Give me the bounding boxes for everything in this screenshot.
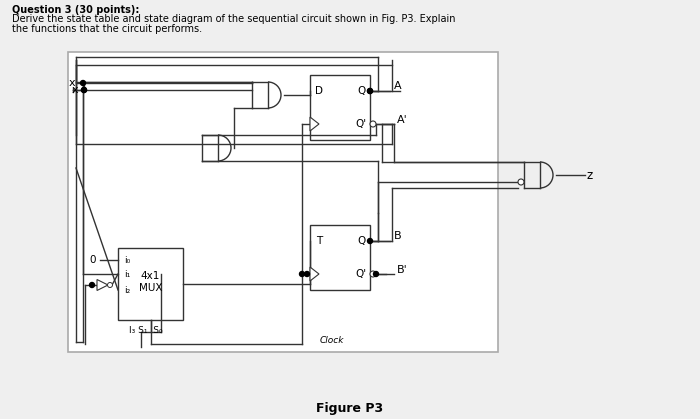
Text: Question 3 (30 points):: Question 3 (30 points): bbox=[12, 5, 139, 15]
Text: x: x bbox=[71, 85, 78, 95]
Bar bbox=[68, 52, 498, 352]
Circle shape bbox=[304, 272, 309, 277]
Text: T: T bbox=[316, 236, 322, 246]
Text: B': B' bbox=[397, 265, 407, 275]
Polygon shape bbox=[310, 117, 319, 131]
Text: Q': Q' bbox=[356, 119, 367, 129]
Circle shape bbox=[90, 282, 95, 287]
Text: i₀: i₀ bbox=[124, 256, 130, 264]
Text: MUX: MUX bbox=[139, 283, 162, 293]
Text: I₃ S₁  S₀: I₃ S₁ S₀ bbox=[129, 326, 162, 334]
Polygon shape bbox=[97, 279, 108, 290]
Text: Clock: Clock bbox=[320, 336, 344, 344]
Text: the functions that the circuit performs.: the functions that the circuit performs. bbox=[12, 24, 202, 34]
Circle shape bbox=[108, 282, 113, 287]
Circle shape bbox=[368, 88, 372, 93]
Text: Q: Q bbox=[357, 236, 365, 246]
Bar bbox=[118, 248, 183, 320]
Circle shape bbox=[80, 80, 85, 85]
Text: i₁: i₁ bbox=[124, 269, 130, 279]
Circle shape bbox=[81, 88, 87, 93]
Text: A': A' bbox=[397, 115, 407, 125]
Text: i₂: i₂ bbox=[124, 285, 130, 295]
Circle shape bbox=[518, 179, 524, 185]
Text: B: B bbox=[394, 231, 402, 241]
Polygon shape bbox=[310, 267, 319, 281]
Text: 0: 0 bbox=[90, 255, 97, 265]
Text: x: x bbox=[69, 78, 76, 88]
Circle shape bbox=[374, 272, 379, 277]
Bar bbox=[310, 225, 370, 290]
Text: A: A bbox=[394, 81, 402, 91]
Circle shape bbox=[368, 238, 372, 243]
Text: z: z bbox=[587, 168, 593, 181]
Text: 4x1: 4x1 bbox=[141, 271, 160, 281]
Circle shape bbox=[81, 88, 87, 93]
Text: Q: Q bbox=[357, 86, 365, 96]
Text: Figure P3: Figure P3 bbox=[316, 401, 384, 414]
Bar bbox=[310, 75, 370, 140]
Circle shape bbox=[368, 88, 372, 93]
Text: Derive the state table and state diagram of the sequential circuit shown in Fig.: Derive the state table and state diagram… bbox=[12, 14, 456, 24]
Text: D: D bbox=[315, 86, 323, 96]
Text: Q': Q' bbox=[356, 269, 367, 279]
Circle shape bbox=[370, 271, 376, 277]
Circle shape bbox=[300, 272, 304, 277]
Circle shape bbox=[370, 121, 376, 127]
